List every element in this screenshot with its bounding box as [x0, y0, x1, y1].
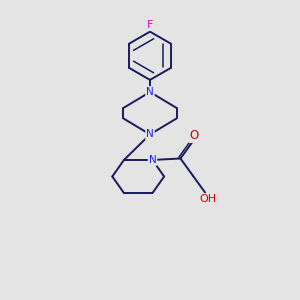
Text: N: N	[146, 129, 154, 140]
Text: OH: OH	[199, 194, 216, 204]
Text: N: N	[148, 155, 156, 165]
Text: N: N	[146, 87, 154, 97]
Text: F: F	[147, 20, 153, 30]
Text: O: O	[190, 129, 199, 142]
